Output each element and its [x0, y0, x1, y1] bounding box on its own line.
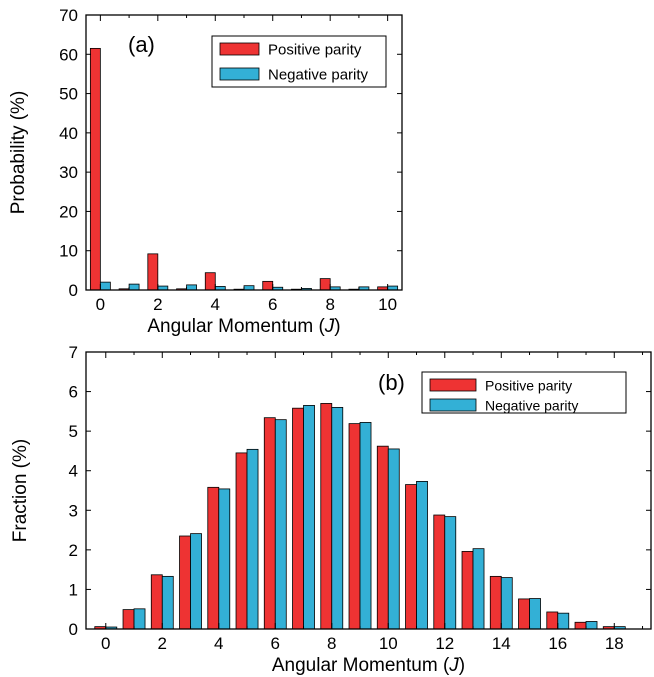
- panel-b-label: (b): [378, 370, 405, 395]
- panel-b-legend-label-positive: Positive parity: [485, 378, 572, 394]
- panel-a-xtick-label: 0: [96, 295, 105, 314]
- panel-a-ytick-label: 50: [59, 85, 78, 104]
- panel-a-ytick-label: 40: [59, 124, 78, 143]
- panel-b-bar-positive-1: [122, 609, 135, 630]
- panel-b-bar-negative-17: [585, 621, 598, 630]
- panel-b-bar-positive-17: [574, 621, 587, 630]
- panel-b-axes-frame: [85, 351, 652, 630]
- panel-b-ytick-label: 7: [69, 343, 78, 362]
- panel-b-x-axis-title: Angular Momentum (J): [272, 655, 465, 676]
- panel-b-bar-positive-14: [489, 575, 502, 630]
- panel-a-x-axis-title: Angular Momentum (J): [147, 316, 340, 337]
- panel-a-x-axis-title-var: J: [324, 316, 335, 337]
- panel-b-xtick-label: 0: [101, 634, 110, 653]
- panel-b-bar-positive-2: [150, 574, 163, 630]
- panel-b-ytick-label: 4: [69, 462, 78, 481]
- panel-b-legend-swatch-negative: [429, 398, 477, 412]
- panel-a-legend-swatch-negative: [219, 67, 260, 81]
- panel-b-ytick-label: 6: [69, 383, 78, 402]
- panel-b-bar-positive-16: [546, 611, 559, 630]
- panel-b-bar-negative-16: [557, 612, 570, 630]
- panel-b-bar-negative-12: [444, 516, 457, 630]
- panel-a-bar-positive-2: [147, 253, 159, 291]
- panel-b-xtick-label: 2: [158, 634, 167, 653]
- panel-a-y-axis-title: Probability (%): [8, 91, 29, 215]
- panel-b-bar-positive-4: [207, 486, 220, 630]
- panel-b-bar-positive-8: [320, 403, 333, 630]
- panel-a-legend-label-positive: Positive parity: [268, 42, 362, 59]
- panel-a-ytick-label: 30: [59, 163, 78, 182]
- panel-a-bar-negative-0: [99, 281, 111, 291]
- panel-a-bar-positive-4: [204, 272, 216, 291]
- panel-b-ytick-label: 2: [69, 541, 78, 560]
- panel-b-xtick-label: 14: [492, 634, 511, 653]
- panel-a-bar-negative-3: [186, 284, 197, 291]
- panel-a-ytick-label: 10: [59, 242, 78, 261]
- panel-b-bar-negative-14: [500, 577, 513, 630]
- panel-b-bar-negative-13: [472, 548, 485, 630]
- panel-a-ytick-label: 60: [59, 45, 78, 64]
- panel-b-xtick-label: 8: [327, 634, 336, 653]
- panel-a-bar-positive-0: [89, 47, 101, 291]
- panel-a-chart: 0 10 20 30 40 50 60 70 0 2 4 6 8 10 Angular Momentum (…: [8, 6, 403, 337]
- panel-b-xtick-label: 10: [379, 634, 398, 653]
- panel-b-bar-positive-5: [235, 452, 248, 630]
- panel-b-bar-negative-7: [303, 405, 315, 630]
- panel-a-ytick-label: 70: [59, 6, 78, 25]
- panel-b-bar-negative-9: [359, 422, 372, 630]
- panel-a-xtick-label: 2: [153, 295, 162, 314]
- panel-b-xtick-label: 4: [214, 634, 223, 653]
- panel-b-ytick-label: 5: [69, 422, 78, 441]
- panel-a-xtick-label: 6: [268, 295, 277, 314]
- panel-a-ytick-label: 20: [59, 202, 78, 221]
- panel-b-y-axis-title: Fraction (%): [10, 439, 31, 542]
- panel-b-ytick-label: 1: [69, 580, 78, 599]
- panel-b-bar-positive-6: [263, 417, 276, 630]
- panel-b-bar-negative-2: [161, 575, 174, 630]
- panel-a-bar-positive-8: [319, 278, 331, 291]
- panel-b-bar-negative-4: [218, 488, 231, 630]
- panel-a-ytick-label: 0: [69, 281, 78, 300]
- panel-a-legend-label-negative: Negative parity: [268, 67, 369, 84]
- panel-a-bar-negative-1: [128, 283, 140, 291]
- panel-b-bar-negative-6: [274, 419, 287, 630]
- panel-a-xtick-label: 8: [325, 295, 334, 314]
- panel-b-xtick-label: 12: [435, 634, 454, 653]
- panel-b-bar-positive-15: [518, 598, 530, 630]
- panel-b-ytick-label: 0: [69, 620, 78, 639]
- panel-b-x-axis-title-close: ): [459, 655, 465, 676]
- panel-b-ytick-label: 3: [69, 501, 78, 520]
- panel-b-x-axis-title-text: Angular Momentum (: [272, 655, 450, 676]
- panel-a-bar-positive-6: [262, 280, 274, 291]
- panel-a-label: (a): [128, 32, 155, 57]
- panel-b-bar-negative-1: [133, 608, 146, 630]
- panel-b-bar-positive-9: [348, 423, 361, 630]
- panel-b-bar-negative-3: [190, 533, 202, 630]
- panel-b-xtick-label: 18: [605, 634, 624, 653]
- panel-b-legend-label-negative: Negative parity: [485, 398, 578, 414]
- panel-b-bar-negative-11: [416, 480, 428, 630]
- panel-b-bar-positive-7: [292, 407, 304, 630]
- panel-b-xtick-label: 16: [548, 634, 567, 653]
- panel-b-bar-negative-8: [331, 406, 344, 630]
- panel-b-legend-swatch-positive: [429, 378, 477, 392]
- panel-a-legend-swatch-positive: [219, 42, 260, 56]
- panel-a-x-axis-title-close: ): [334, 316, 340, 337]
- panel-b-xtick-label: 6: [271, 634, 280, 653]
- panel-b-bar-positive-13: [461, 551, 474, 630]
- panel-b-bar-positive-12: [433, 514, 446, 630]
- panel-a-xtick-label: 10: [378, 295, 397, 314]
- panel-b-bar-positive-11: [405, 484, 417, 630]
- panel-b-bar-positive-10: [376, 445, 389, 630]
- panel-b-bar-positive-3: [179, 535, 191, 630]
- panel-b-bar-negative-15: [529, 598, 541, 630]
- panel-b-bar-negative-10: [387, 448, 400, 630]
- panel-a-x-axis-title-text: Angular Momentum (: [147, 316, 325, 337]
- panel-b-bar-negative-5: [246, 448, 259, 630]
- panel-a-xtick-label: 4: [211, 295, 220, 314]
- panel-b-x-axis-title-var: J: [448, 655, 459, 676]
